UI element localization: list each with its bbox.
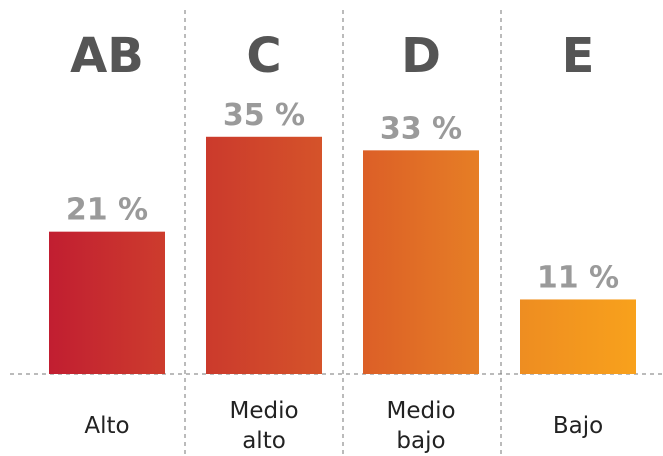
group-label: E <box>562 28 595 84</box>
category-label: Alto <box>84 413 130 439</box>
category-label: Bajo <box>552 413 604 439</box>
category-label: Medio alto <box>229 398 299 454</box>
value-label: 33 % <box>380 111 462 146</box>
bar <box>363 150 479 374</box>
bar <box>206 136 322 374</box>
value-label: 11 % <box>537 260 619 295</box>
group-label: C <box>246 28 281 84</box>
value-label: 35 % <box>223 98 305 133</box>
category-label: Medio bajo <box>386 398 456 454</box>
value-label: 21 % <box>66 193 148 228</box>
group-label: D <box>401 28 441 84</box>
bar <box>49 231 165 374</box>
group-label: AB <box>70 28 144 84</box>
bar <box>520 299 636 374</box>
